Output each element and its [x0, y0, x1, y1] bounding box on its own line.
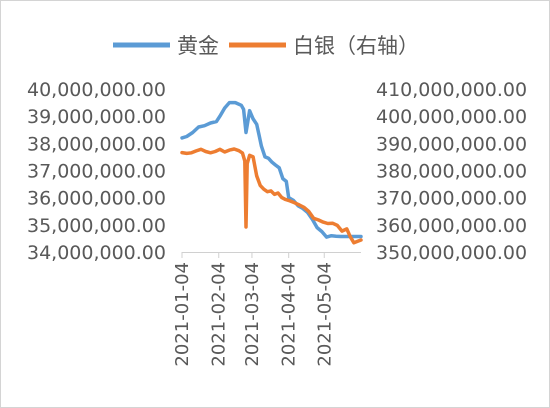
y-right-tick-label: 350,000,000.00 [376, 242, 527, 264]
legend-label: 白银（右轴） [293, 34, 419, 58]
legend-label: 黄金 [177, 34, 219, 58]
y-right-tick-label: 380,000,000.00 [376, 161, 527, 183]
y-left-tick-label: 38,000,000.00 [27, 133, 166, 155]
x-tick-label: 2021-02-04 [209, 262, 230, 367]
y-right-tick-label: 370,000,000.00 [376, 188, 527, 210]
y-right-tick-label: 360,000,000.00 [376, 215, 527, 237]
series-line [180, 100, 363, 239]
x-tick-label: 2021-04-04 [279, 262, 300, 367]
x-tick-label: 2021-03-04 [242, 262, 263, 367]
y-right-tick-label: 390,000,000.00 [376, 133, 527, 155]
y-left-tick-label: 36,000,000.00 [27, 188, 166, 210]
y-left-tick-label: 37,000,000.00 [27, 161, 166, 183]
y-left-tick-label: 40,000,000.00 [27, 79, 166, 101]
y-left-tick-label: 35,000,000.00 [27, 215, 166, 237]
y-right-tick-label: 410,000,000.00 [376, 79, 527, 101]
y-right-tick-label: 400,000,000.00 [376, 106, 527, 128]
x-tick-label: 2021-05-04 [314, 262, 335, 367]
y-left-tick-label: 34,000,000.00 [27, 242, 166, 264]
y-left-tick-label: 39,000,000.00 [27, 106, 166, 128]
series-line [180, 147, 363, 245]
x-tick-label: 2021-01-04 [172, 262, 193, 367]
